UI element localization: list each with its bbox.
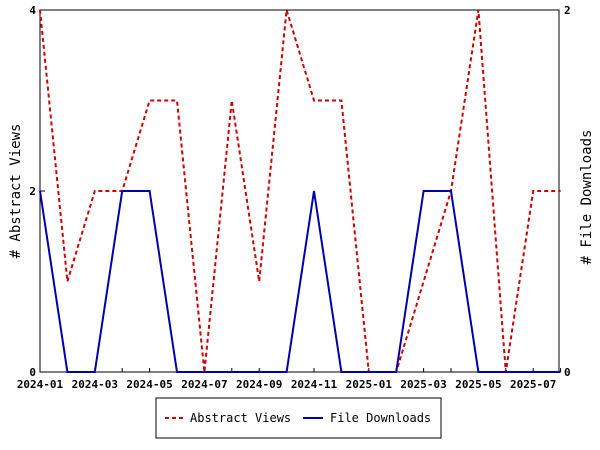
x-axis: 2024-01 2024-03 2024-05 2024-07 2024-09 2024-…	[17, 368, 562, 391]
legend-box	[155, 397, 442, 439]
x-tick-label: 2024-11	[291, 378, 338, 391]
series-layer	[39, 9, 561, 373]
y-left-tick-label: 2	[29, 185, 36, 198]
y-left-tick-label: 0	[29, 366, 36, 379]
y-right-tick-label: 0	[564, 366, 571, 379]
series-line-abstract-views	[39, 9, 561, 373]
x-tick-label: 2025-07	[510, 378, 556, 391]
legend-label-abstract-views: Abstract Views	[190, 411, 291, 425]
y-left-tick-label: 4	[29, 4, 36, 17]
x-tick-label: 2024-09	[236, 378, 282, 391]
x-tick-label: 2024-07	[181, 378, 227, 391]
y-axis-left-title: # Abstract Views	[8, 124, 24, 259]
x-tick-label: 2025-01	[346, 378, 393, 391]
legend: Abstract Views File Downloads	[155, 397, 442, 439]
legend-label-file-downloads: File Downloads	[330, 411, 431, 425]
x-tick-label: 2024-05	[126, 378, 172, 391]
x-tick-label: 2025-03	[400, 378, 446, 391]
series-line-file-downloads	[39, 190, 561, 373]
plot-area	[39, 9, 560, 373]
x-tick-label: 2025-05	[455, 378, 501, 391]
x-tick-label: 2024-03	[72, 378, 118, 391]
y-right-tick-label: 2	[564, 4, 571, 17]
y-axis-right-title: # File Downloads	[579, 130, 595, 265]
x-tick-label: 2024-01	[17, 378, 64, 391]
